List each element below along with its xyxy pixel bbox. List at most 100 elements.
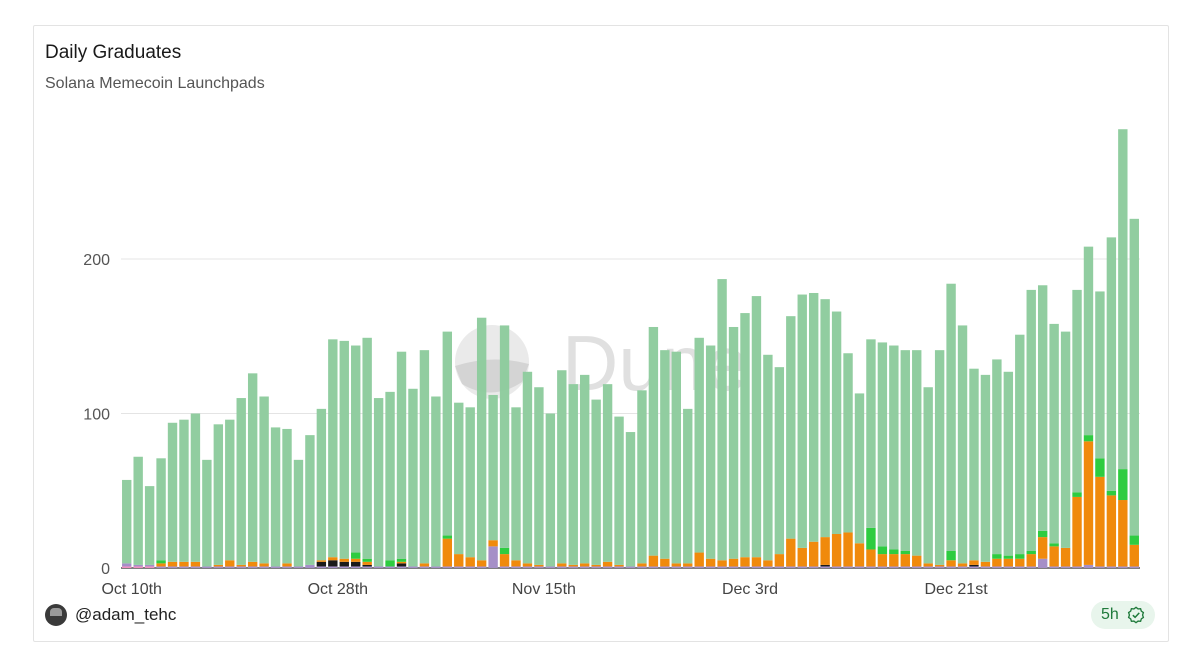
bar-segment-green (808, 292, 819, 542)
bar-segment-green (305, 435, 315, 565)
freshness-badge[interactable]: 5h (1091, 601, 1155, 629)
bar-segment-orange (1037, 537, 1048, 559)
bar-segment-green (225, 419, 235, 561)
author[interactable]: @adam_tehc (45, 604, 176, 626)
bar-segment-purple (1026, 566, 1036, 568)
bar-segment-green (786, 316, 796, 539)
bar-segment-purple (946, 566, 956, 568)
bar-segment-orange (934, 564, 945, 567)
bar-segment-orange (1060, 547, 1071, 567)
bar-segment-purple (786, 566, 796, 568)
bar-segment-bright-green (1003, 555, 1014, 559)
bar-segment-orange (351, 558, 361, 562)
bar-segment-orange (614, 564, 624, 567)
bar-segment-purple (717, 566, 727, 568)
bar-segment-purple (580, 566, 590, 568)
chart-subtitle: Solana Memecoin Launchpads (45, 75, 265, 92)
bar-segment-purple (1037, 558, 1048, 568)
bar-segment-orange (648, 555, 659, 567)
bar-segment-orange (671, 563, 681, 567)
bar-segment-green (625, 432, 636, 567)
bar-segment-green (328, 339, 338, 558)
bar-segment-green (236, 398, 246, 565)
bar-segment-purple (511, 566, 521, 568)
bar-segment-green (580, 374, 590, 564)
bar-segment-green (156, 458, 166, 561)
bar-segment-green (602, 384, 613, 562)
bar-segment-black (328, 560, 338, 567)
bar-segment-green (122, 479, 132, 564)
bar-segment-purple (225, 566, 235, 568)
bar-segment-orange (442, 538, 453, 567)
bar-segment-orange (236, 564, 246, 567)
bar-segment-orange (923, 563, 933, 567)
bar-segment-bright-green (1072, 492, 1082, 497)
bar-segment-purple (1129, 566, 1139, 568)
bar-segment-bright-green (499, 547, 510, 555)
bar-segment-purple (683, 566, 693, 568)
bar-segment-purple (957, 566, 968, 568)
bar-segment-pink (122, 566, 132, 568)
bar-segment-orange (854, 543, 865, 567)
bar-segment-green (843, 353, 853, 533)
author-username[interactable]: @adam_tehc (75, 605, 177, 624)
bar-segment-purple (866, 566, 876, 568)
bar-segment-orange (992, 558, 1002, 567)
bar-segment-purple (808, 566, 819, 568)
bar-segment-pink (133, 566, 143, 568)
bar-segment-green (671, 351, 681, 564)
bar-segment-purple (488, 546, 498, 568)
bar-segment-purple (694, 566, 704, 568)
bar-segment-bright-green (1106, 490, 1117, 496)
bar-segment-purple (236, 566, 246, 568)
x-tick-label: Nov 15th (512, 581, 576, 598)
bar-segment-black (339, 561, 349, 567)
bar-segment-purple (763, 566, 773, 568)
bar-segment-bright-green (351, 552, 361, 559)
bar-segment-bright-green (1026, 551, 1036, 555)
bar-segment-purple (854, 566, 865, 568)
bar-segment-green (476, 317, 487, 561)
bar-segment-green (144, 486, 155, 565)
bar-segment-purple (1083, 564, 1094, 568)
bar-segment-orange (740, 557, 750, 567)
bar-segment-green (637, 390, 647, 564)
bar-segment-bright-green (1049, 543, 1059, 547)
bar-segment-black (362, 564, 372, 567)
bar-segment-green (534, 387, 544, 565)
bar-segment-black (316, 561, 327, 567)
bar-segment-black (820, 564, 830, 567)
bar-segment-purple (1095, 566, 1105, 568)
bar-segment-orange (1049, 546, 1059, 567)
verified-check-icon (1127, 606, 1144, 624)
bar-segment-green (408, 388, 418, 567)
bar-segment-purple (259, 566, 269, 568)
bar-segment-green (740, 313, 750, 558)
bar-segment-orange (797, 547, 807, 567)
bar-segment-purple (843, 566, 853, 568)
bar-segment-orange (900, 554, 910, 567)
bar-segment-purple (1049, 566, 1059, 568)
bar-segment-orange (637, 563, 647, 567)
freshness-age: 5h (1101, 606, 1119, 623)
bar-segment-green (431, 396, 441, 567)
bar-segment-purple (1106, 566, 1117, 568)
bar-segment-purple (557, 566, 567, 568)
avatar[interactable] (45, 604, 67, 626)
bar-segment-orange (912, 555, 922, 567)
bar-segment-purple (202, 566, 212, 568)
bar-segment-orange (167, 561, 178, 567)
bar-segment-green (831, 311, 842, 535)
bar-segment-purple (889, 566, 899, 568)
bar-segment-orange (946, 560, 956, 567)
bar-segment-orange (889, 554, 899, 567)
bar-segment-green (820, 299, 830, 538)
bar-segment-green (705, 345, 716, 559)
bar-segment-bright-green (900, 551, 910, 555)
bar-segment-purple (568, 566, 578, 568)
bar-segment-purple (351, 566, 361, 568)
bar-segment-green (728, 326, 739, 559)
bar-segment-purple (728, 566, 739, 568)
bar-segment-purple (923, 566, 933, 568)
bar-segment-purple (900, 566, 910, 568)
